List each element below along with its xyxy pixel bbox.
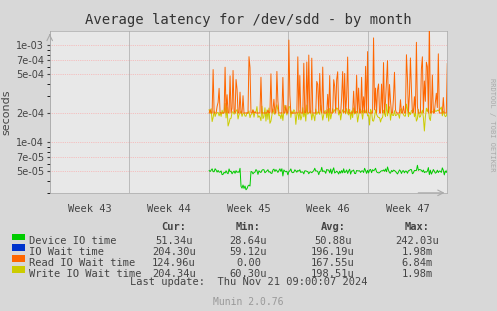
Text: 59.12u: 59.12u	[230, 247, 267, 257]
Text: 51.34u: 51.34u	[155, 236, 193, 246]
Text: 28.64u: 28.64u	[230, 236, 267, 246]
Text: Max:: Max:	[405, 222, 430, 232]
Text: Week 45: Week 45	[227, 204, 270, 214]
Text: Week 47: Week 47	[386, 204, 429, 214]
Text: Write IO Wait time: Write IO Wait time	[29, 269, 141, 279]
Text: 1.98m: 1.98m	[402, 247, 433, 257]
Text: 198.51u: 198.51u	[311, 269, 355, 279]
Text: 204.30u: 204.30u	[152, 247, 196, 257]
Text: Week 44: Week 44	[147, 204, 191, 214]
Y-axis label: seconds: seconds	[2, 89, 12, 135]
Text: 1.98m: 1.98m	[402, 269, 433, 279]
Text: 0.00: 0.00	[236, 258, 261, 268]
Text: Device IO time: Device IO time	[29, 236, 116, 246]
Title: Average latency for /dev/sdd - by month: Average latency for /dev/sdd - by month	[85, 13, 412, 27]
Text: 6.84m: 6.84m	[402, 258, 433, 268]
Text: 60.30u: 60.30u	[230, 269, 267, 279]
Text: Min:: Min:	[236, 222, 261, 232]
Text: Week 43: Week 43	[68, 204, 111, 214]
Text: 167.55u: 167.55u	[311, 258, 355, 268]
Text: 124.96u: 124.96u	[152, 258, 196, 268]
Text: 204.34u: 204.34u	[152, 269, 196, 279]
Text: RRDTOOL / TOBI OETIKER: RRDTOOL / TOBI OETIKER	[489, 78, 495, 171]
Text: 242.03u: 242.03u	[396, 236, 439, 246]
Text: Avg:: Avg:	[321, 222, 345, 232]
Text: 196.19u: 196.19u	[311, 247, 355, 257]
Text: Cur:: Cur:	[162, 222, 186, 232]
Text: IO Wait time: IO Wait time	[29, 247, 104, 257]
Text: Read IO Wait time: Read IO Wait time	[29, 258, 135, 268]
Text: Week 46: Week 46	[306, 204, 350, 214]
Text: 50.88u: 50.88u	[314, 236, 352, 246]
Text: Last update:  Thu Nov 21 09:00:07 2024: Last update: Thu Nov 21 09:00:07 2024	[130, 277, 367, 287]
Text: Munin 2.0.76: Munin 2.0.76	[213, 297, 284, 307]
